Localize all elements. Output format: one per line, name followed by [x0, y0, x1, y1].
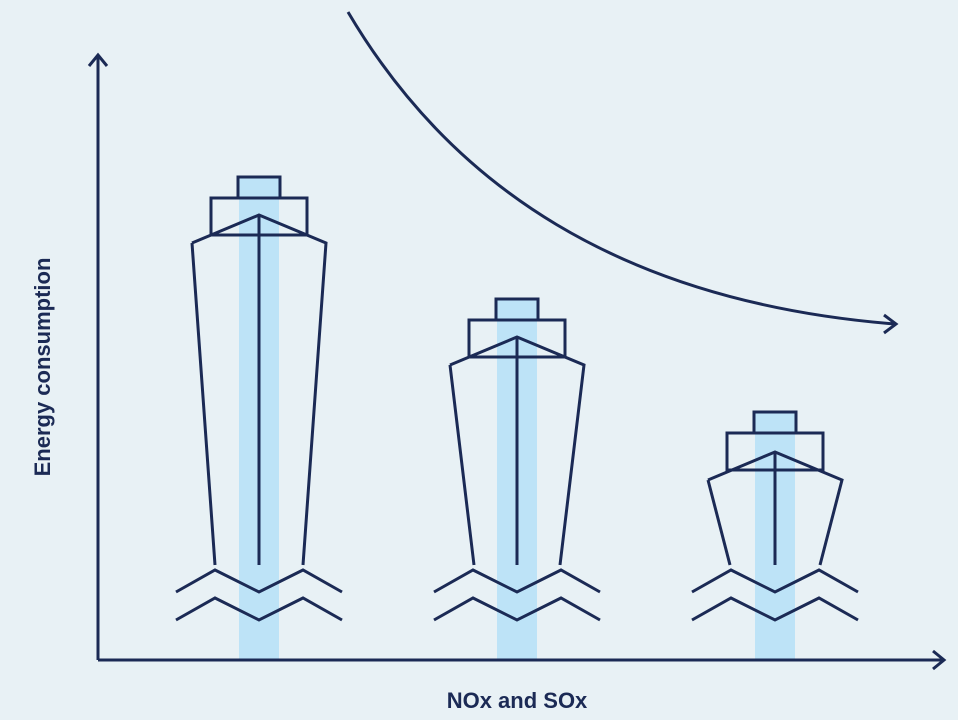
x-axis	[98, 649, 947, 671]
x-axis-label: NOx and SOx	[447, 688, 588, 713]
ship-wake	[175, 568, 343, 594]
ship-hull	[190, 213, 328, 566]
ship-wake	[433, 568, 601, 594]
trend-curve	[346, 11, 899, 335]
y-axis	[87, 52, 109, 660]
ship-wake	[175, 596, 343, 622]
ship-hull	[448, 335, 586, 566]
ship-wake	[433, 596, 601, 622]
y-axis-label: Energy consumption	[30, 258, 55, 477]
ship-wake	[691, 568, 859, 594]
ship-wake	[691, 596, 859, 622]
ship-hull	[706, 450, 844, 566]
ships	[175, 175, 859, 660]
